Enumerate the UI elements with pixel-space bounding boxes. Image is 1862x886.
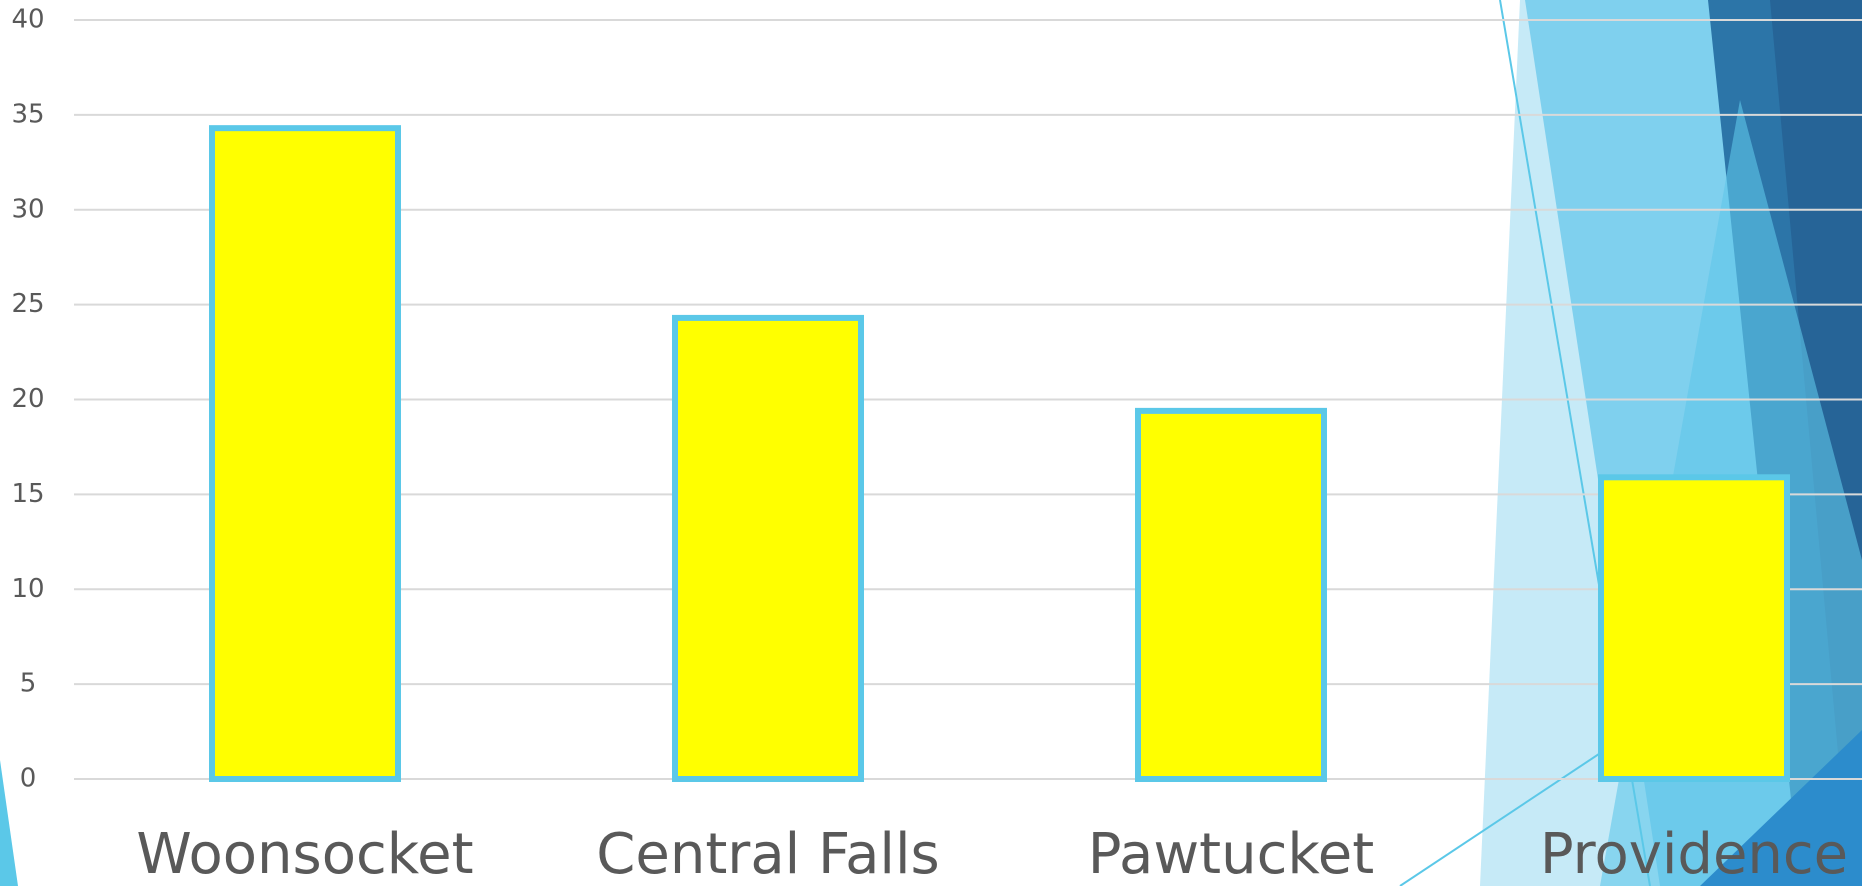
- x-tick-label: Pawtucket: [1088, 822, 1374, 886]
- bar: [209, 125, 401, 783]
- y-tick-label: 10: [11, 574, 44, 604]
- x-tick-label: Providence: [1540, 822, 1848, 886]
- deco-shape: [1700, 730, 1862, 886]
- deco-line: [1399, 739, 1621, 886]
- y-tick-label: 15: [11, 479, 44, 509]
- deco-shape: [0, 760, 18, 886]
- x-tick-label: Woonsocket: [136, 822, 473, 886]
- x-tick-label: Central Falls: [596, 822, 939, 886]
- y-tick-label: 30: [11, 194, 44, 224]
- y-tick-label: 20: [11, 384, 44, 414]
- y-tick-label: 5: [20, 669, 37, 699]
- bar: [672, 314, 864, 782]
- bar: [1598, 474, 1790, 782]
- y-tick-label: 40: [11, 5, 44, 35]
- bar: [1135, 407, 1327, 782]
- y-tick-label: 0: [20, 764, 37, 794]
- y-tick-label: 35: [11, 99, 44, 129]
- y-tick-label: 25: [11, 289, 44, 319]
